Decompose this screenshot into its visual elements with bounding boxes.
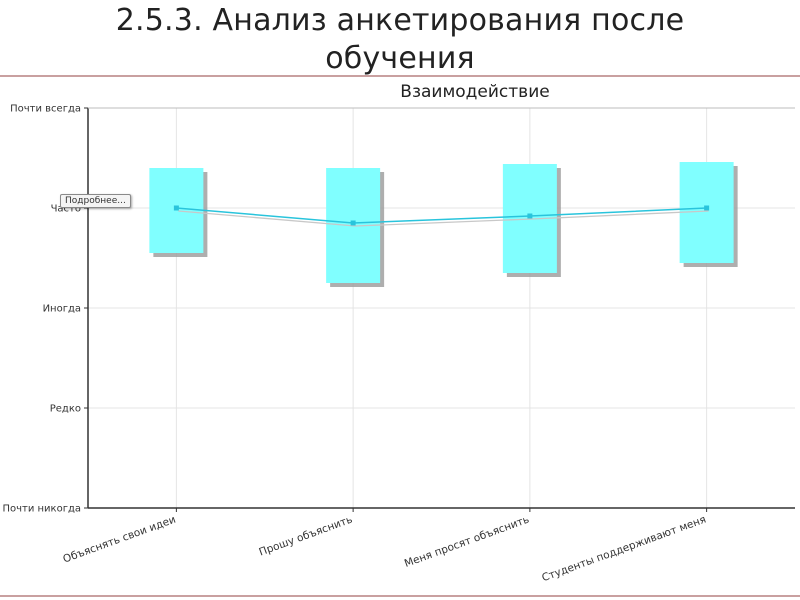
data-point [173, 205, 179, 211]
axes [84, 107, 795, 512]
x-category-label: Прошу объяснить [257, 514, 354, 559]
data-point [527, 213, 533, 219]
series-line-shadow [178, 210, 709, 227]
chart-title: Взаимодействие [400, 82, 549, 102]
x-category-label: Студенты поддерживают меня [540, 514, 707, 585]
line-layer [173, 205, 710, 227]
series-line [176, 207, 707, 224]
x-category-label: Меня просят объяснить [403, 514, 531, 570]
x-category-label: Объяснять свои идеи [61, 514, 177, 566]
y-tick-label: Иногда [43, 304, 81, 315]
y-tick-label: Редко [50, 404, 81, 415]
y-tick-label: Часто [51, 204, 81, 215]
slide-title: 2.5.3. Анализ анкетирования после обучен… [115, 3, 685, 76]
box-layer [149, 162, 738, 287]
title-divider [0, 75, 800, 77]
y-tick-label: Почти всегда [10, 104, 81, 115]
data-point [350, 220, 356, 226]
y-tick-label: Почти никогда [2, 504, 81, 515]
data-point [704, 205, 710, 211]
details-tooltip[interactable]: Подробнее... [60, 194, 131, 208]
bottom-divider [0, 595, 800, 597]
